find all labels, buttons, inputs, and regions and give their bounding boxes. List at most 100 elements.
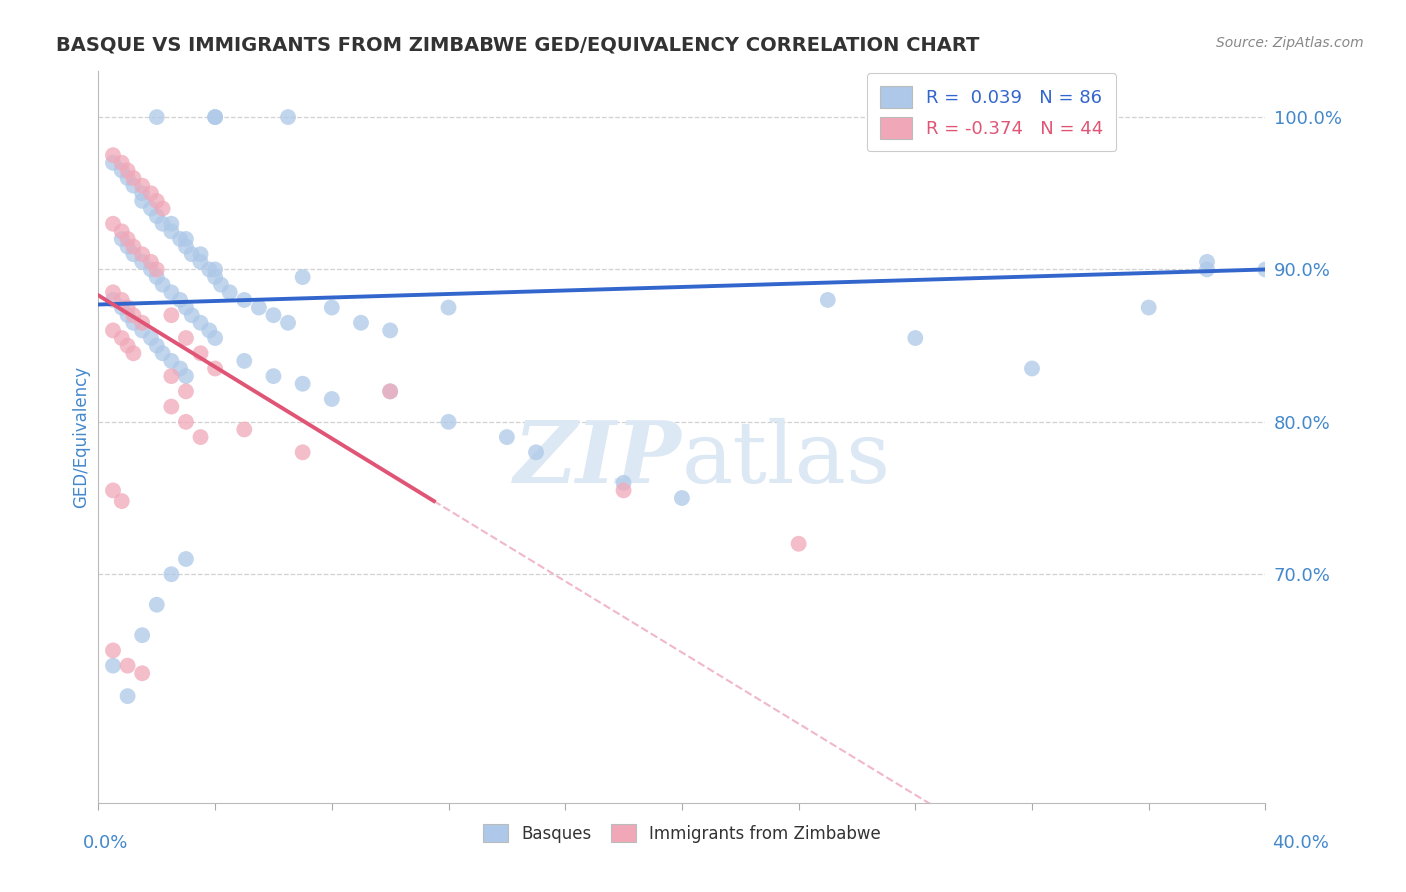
Point — [131, 666, 153, 681]
Point — [101, 643, 124, 657]
Point — [233, 354, 256, 368]
Point — [152, 217, 174, 231]
Point — [160, 354, 183, 368]
Point — [524, 445, 547, 459]
Point — [262, 369, 284, 384]
Text: Source: ZipAtlas.com: Source: ZipAtlas.com — [1216, 36, 1364, 50]
Point — [131, 194, 153, 208]
Point — [146, 110, 169, 124]
Point — [174, 239, 197, 253]
Point — [160, 369, 183, 384]
Point — [146, 262, 169, 277]
Point — [291, 270, 314, 285]
Point — [204, 331, 226, 345]
Point — [1195, 255, 1218, 269]
Point — [111, 301, 134, 315]
Point — [146, 339, 169, 353]
Point — [233, 422, 256, 436]
Point — [169, 293, 191, 307]
Point — [139, 255, 162, 269]
Point — [174, 552, 197, 566]
Legend: Basques, Immigrants from Zimbabwe: Basques, Immigrants from Zimbabwe — [475, 818, 889, 849]
Point — [174, 384, 197, 399]
Point — [160, 285, 183, 300]
Point — [180, 247, 202, 261]
Point — [111, 494, 134, 508]
Text: atlas: atlas — [682, 417, 891, 500]
Point — [101, 323, 124, 337]
Point — [174, 369, 197, 384]
Point — [160, 567, 183, 582]
Point — [122, 346, 145, 360]
Point — [1021, 361, 1043, 376]
Text: 0.0%: 0.0% — [83, 834, 128, 852]
Point — [139, 186, 162, 201]
Point — [117, 658, 139, 673]
Point — [131, 178, 153, 193]
Y-axis label: GED/Equivalency: GED/Equivalency — [72, 366, 90, 508]
Point — [160, 224, 183, 238]
Point — [437, 415, 460, 429]
Point — [160, 308, 183, 322]
Point — [139, 202, 162, 216]
Point — [101, 217, 124, 231]
Point — [101, 293, 124, 307]
Point — [122, 308, 145, 322]
Point — [671, 491, 693, 505]
Point — [160, 217, 183, 231]
Point — [437, 301, 460, 315]
Point — [291, 445, 314, 459]
Point — [380, 323, 402, 337]
Point — [146, 598, 169, 612]
Point — [101, 148, 124, 162]
Point — [204, 110, 226, 124]
Point — [122, 247, 145, 261]
Point — [209, 277, 232, 292]
Point — [101, 156, 124, 170]
Point — [101, 483, 124, 498]
Point — [117, 171, 139, 186]
Point — [190, 247, 212, 261]
Point — [190, 255, 212, 269]
Point — [101, 658, 124, 673]
Point — [291, 376, 314, 391]
Point — [131, 316, 153, 330]
Point — [233, 293, 256, 307]
Point — [1137, 301, 1160, 315]
Point — [169, 361, 191, 376]
Point — [180, 308, 202, 322]
Point — [117, 232, 139, 246]
Point — [117, 339, 139, 353]
Point — [111, 156, 134, 170]
Point — [277, 316, 299, 330]
Point — [131, 186, 153, 201]
Point — [131, 255, 153, 269]
Point — [111, 331, 134, 345]
Point — [204, 262, 226, 277]
Point — [321, 392, 343, 406]
Point — [380, 384, 402, 399]
Point — [117, 239, 139, 253]
Point — [204, 270, 226, 285]
Point — [146, 270, 169, 285]
Point — [817, 293, 839, 307]
Point — [101, 285, 124, 300]
Point — [139, 331, 162, 345]
Point — [117, 308, 139, 322]
Point — [160, 400, 183, 414]
Point — [122, 171, 145, 186]
Point — [1254, 262, 1277, 277]
Point — [190, 430, 212, 444]
Text: ZIP: ZIP — [515, 417, 682, 500]
Point — [204, 361, 226, 376]
Point — [198, 323, 221, 337]
Point — [496, 430, 519, 444]
Point — [190, 316, 212, 330]
Point — [117, 163, 139, 178]
Point — [218, 285, 240, 300]
Point — [174, 232, 197, 246]
Point — [904, 331, 927, 345]
Point — [380, 384, 402, 399]
Point — [174, 301, 197, 315]
Point — [117, 689, 139, 703]
